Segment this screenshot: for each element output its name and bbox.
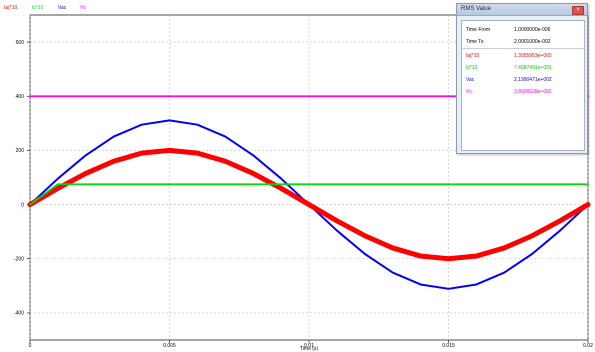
rms-row: Ia(*10 1.3955953e+002 bbox=[462, 51, 584, 62]
rms-row-value: 3.9998328e+002 bbox=[514, 89, 552, 95]
rms-row-value: 2.1990471e+002 bbox=[514, 77, 552, 83]
rms-values-panel: Time From 1.0000000e-006 Time To 2.0001000e… bbox=[461, 20, 585, 151]
rms-row-value: 1.0000000e-006 bbox=[514, 27, 551, 33]
y-tick-label: 0 bbox=[21, 202, 24, 208]
close-icon[interactable]: × bbox=[572, 6, 584, 15]
rms-window-title: RMS Value bbox=[461, 6, 491, 12]
series-ia-line bbox=[27, 147, 591, 262]
rms-row-value: 1.3955953e+002 bbox=[514, 53, 552, 59]
rms-row: Vac 2.1990471e+002 bbox=[462, 75, 584, 86]
rms-row: Ic*10 7.4987491e+001 bbox=[462, 63, 584, 74]
x-tick-label: 0.01 bbox=[304, 343, 314, 349]
y-tick-label: 200 bbox=[16, 148, 25, 154]
series-ic-line bbox=[29, 183, 589, 206]
y-tick-label: -200 bbox=[14, 256, 24, 262]
rms-row-label: Ia(*10 bbox=[466, 53, 480, 59]
rms-row: Time To 2.0001000e-002 bbox=[462, 37, 584, 48]
rms-row-label: Vac bbox=[466, 77, 475, 83]
x-tick-label: 0.005 bbox=[163, 343, 176, 349]
rms-row-value: 2.0001000e-002 bbox=[514, 39, 551, 45]
y-tick-label: 400 bbox=[16, 94, 25, 100]
legend-ic: Ic*10 bbox=[32, 5, 44, 11]
legend-ia: Ia(*10 bbox=[4, 5, 18, 11]
rms-row: Time From 1.0000000e-006 bbox=[462, 25, 584, 36]
rms-title-bar[interactable]: RMS Value × bbox=[457, 4, 587, 16]
legend: Ia(*10 Ic*10 Vac Vc bbox=[4, 5, 86, 11]
x-axis-label: Time (s) bbox=[300, 346, 318, 352]
rms-value-window[interactable]: RMS Value × Time From 1.0000000e-006 Time … bbox=[456, 3, 588, 154]
rms-separator bbox=[462, 48, 584, 49]
rms-row-label: Time To bbox=[466, 39, 484, 45]
x-tick-label: 0.02 bbox=[583, 343, 593, 349]
rms-row: Vc 3.9998328e+002 bbox=[462, 87, 584, 98]
rms-row-label: Ic*10 bbox=[466, 65, 478, 71]
rms-row-label: Time From bbox=[466, 27, 490, 33]
y-tick-label: 600 bbox=[16, 40, 25, 46]
rms-row-label: Vc bbox=[466, 89, 472, 95]
legend-vac: Vac bbox=[58, 5, 67, 11]
rms-row-value: 7.4987491e+001 bbox=[514, 65, 552, 71]
x-tick-label: 0 bbox=[29, 343, 32, 349]
y-tick-label: -400 bbox=[14, 311, 24, 317]
x-tick-label: 0.015 bbox=[442, 343, 455, 349]
legend-vc: Vc bbox=[80, 5, 86, 11]
